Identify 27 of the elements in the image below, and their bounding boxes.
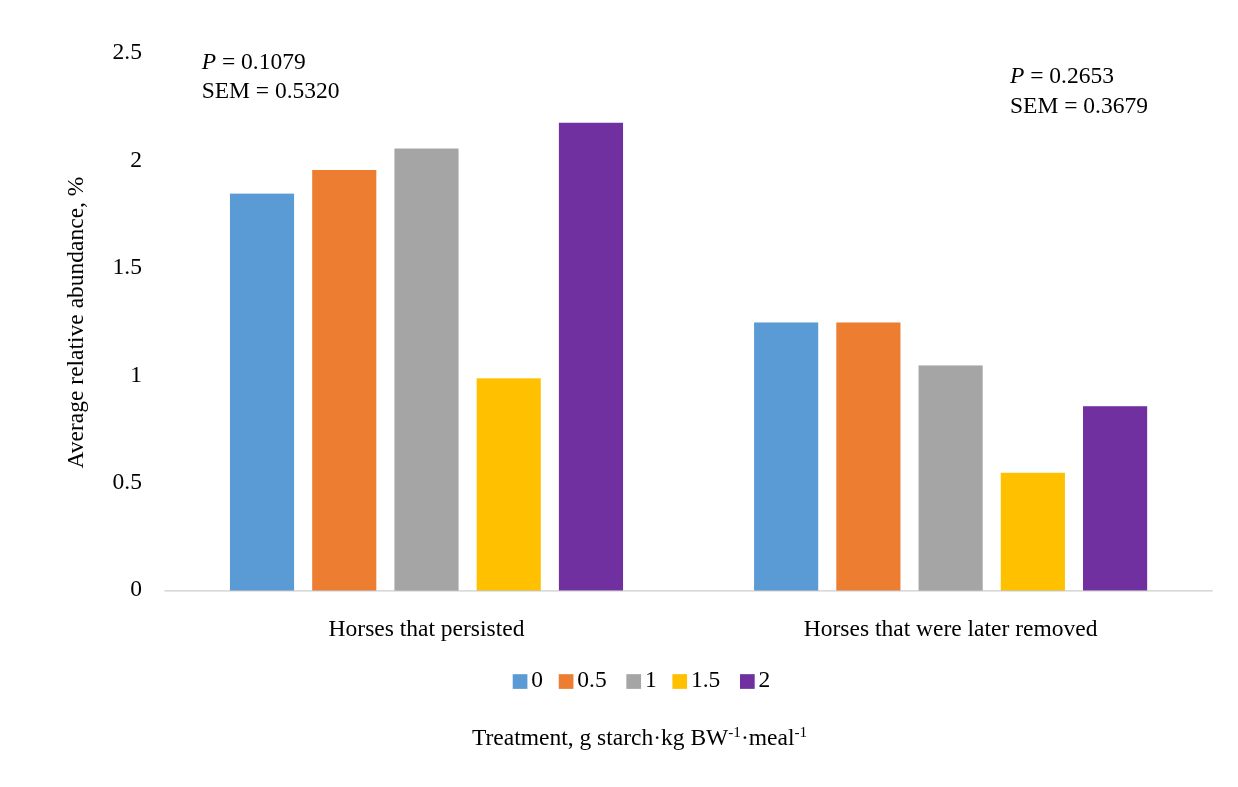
legend-label: 1.5 bbox=[691, 666, 721, 693]
bar bbox=[558, 122, 624, 591]
bar bbox=[476, 378, 541, 591]
x-tick-label: Horses that persisted bbox=[328, 614, 525, 641]
legend-label: 2 bbox=[758, 666, 771, 693]
x-tick-label: Horses that were later removed bbox=[803, 614, 1098, 641]
bar bbox=[1083, 406, 1148, 591]
y-tick-label: 1 bbox=[130, 360, 142, 387]
bar bbox=[229, 193, 295, 591]
legend-label: 0.5 bbox=[577, 666, 607, 693]
y-axis-title: Average relative abundance, % bbox=[62, 176, 89, 469]
y-tick-label: 1.5 bbox=[112, 253, 142, 280]
annotation: P = 0.2653 SEM = 0.3679 bbox=[1009, 62, 1148, 118]
bar bbox=[836, 322, 901, 591]
bar bbox=[1000, 472, 1065, 591]
legend-label: 0 bbox=[531, 666, 544, 693]
y-tick-label: 2.5 bbox=[112, 38, 142, 65]
bar bbox=[394, 148, 459, 591]
bar bbox=[312, 170, 377, 591]
annotation: P = 0.1079 SEM = 0.5320 bbox=[200, 47, 340, 104]
y-tick-label: 2 bbox=[130, 145, 142, 172]
bar bbox=[754, 322, 819, 591]
y-tick-label: 0 bbox=[130, 575, 142, 602]
legend-label: 1 bbox=[644, 666, 657, 693]
bar bbox=[918, 365, 983, 591]
x-axis-title: Treatment, g starch·kg BW$^{-1}$·meal$^{-1}$ bbox=[471, 722, 808, 750]
y-tick-label: 0.5 bbox=[112, 467, 142, 494]
